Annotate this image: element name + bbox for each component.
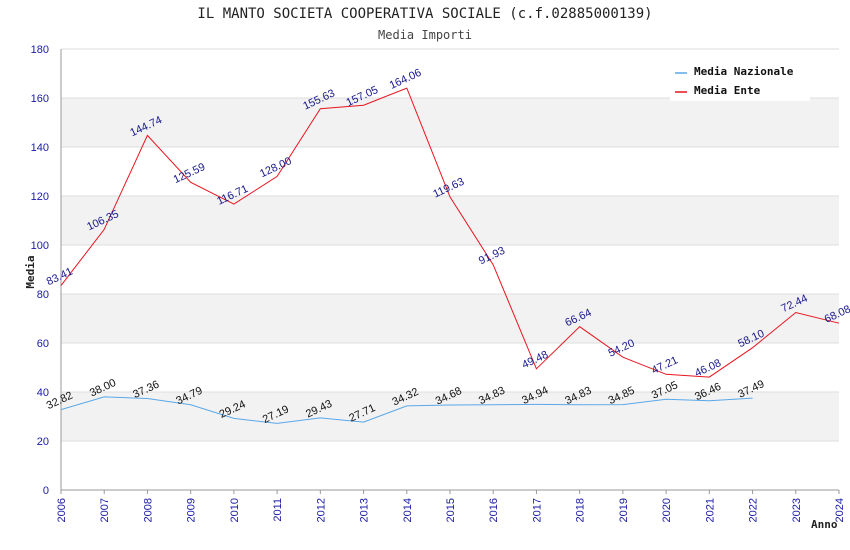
y-tick-label: 40	[37, 387, 49, 399]
x-tick-label: 2018	[575, 498, 587, 522]
y-tick-label: 140	[31, 142, 49, 154]
x-tick-label: 2016	[488, 498, 500, 522]
y-tick-label: 160	[31, 93, 49, 105]
chart-title: IL MANTO SOCIETA COOPERATIVA SOCIALE (c.…	[197, 6, 652, 22]
x-tick-label: 2017	[531, 498, 543, 522]
x-tick-label: 2010	[229, 498, 241, 522]
y-tick-label: 120	[31, 191, 49, 203]
series-line-media-ente	[60, 87, 840, 378]
x-tick-label: 2006	[56, 498, 68, 522]
band-140	[61, 98, 839, 147]
band-20	[61, 392, 839, 441]
y-tick-label: 20	[37, 436, 49, 448]
band-100	[61, 196, 839, 245]
data-label-media-ente: 49.48	[520, 349, 550, 372]
x-tick-label: 2024	[834, 498, 846, 522]
data-label-media-ente: 46.08	[693, 357, 723, 380]
y-tick-label: 0	[43, 485, 49, 497]
x-tick-label: 2013	[359, 498, 371, 522]
y-tick-label: 100	[31, 240, 49, 252]
x-tick-label: 2012	[315, 498, 327, 522]
y-tick-label: 80	[37, 289, 49, 301]
x-tick-label: 2011	[272, 498, 284, 522]
legend-label-media-ente: Media Ente	[694, 84, 761, 97]
legend-box	[670, 57, 810, 101]
legend: Media Nazionale Media Ente	[670, 57, 810, 101]
legend-label-media-nazionale: Media Nazionale	[694, 65, 794, 78]
chart-subtitle: Media Importi	[378, 28, 472, 42]
data-label-media-ente: 125.59	[172, 161, 208, 186]
y-axis-label: Media	[24, 255, 37, 288]
y-tick-label: 180	[31, 44, 49, 56]
x-tick-label: 2019	[618, 498, 630, 522]
x-tick-label: 2008	[142, 498, 154, 522]
x-tick-label: 2009	[186, 498, 198, 522]
data-label-media-ente: 128.00	[258, 155, 294, 180]
band-60	[61, 294, 839, 343]
x-tick-label: 2014	[402, 498, 414, 522]
x-tick-label: 2023	[791, 498, 803, 522]
x-tick-label: 2021	[704, 498, 716, 522]
y-tick-label: 60	[37, 338, 49, 350]
axes	[60, 49, 840, 494]
series-line-media-nazionale	[60, 396, 753, 424]
x-axis-label: Anno	[811, 518, 838, 531]
x-tick-labels: 2006 2007 2008 2009 2010 2011 2012 2013 2014 2015…	[56, 498, 846, 522]
data-label-media-ente: 83.41	[45, 266, 75, 289]
data-label-media-ente: 91.93	[477, 245, 507, 268]
plot-background-bands	[61, 98, 839, 441]
series-lines	[60, 87, 840, 424]
y-tick-labels: 0 20 40 60 80 100 120 140 160 180	[31, 44, 49, 497]
x-tick-label: 2007	[99, 498, 111, 522]
x-tick-label: 2015	[445, 498, 457, 522]
x-tick-label: 2020	[661, 498, 673, 522]
x-tick-label: 2022	[748, 498, 760, 522]
